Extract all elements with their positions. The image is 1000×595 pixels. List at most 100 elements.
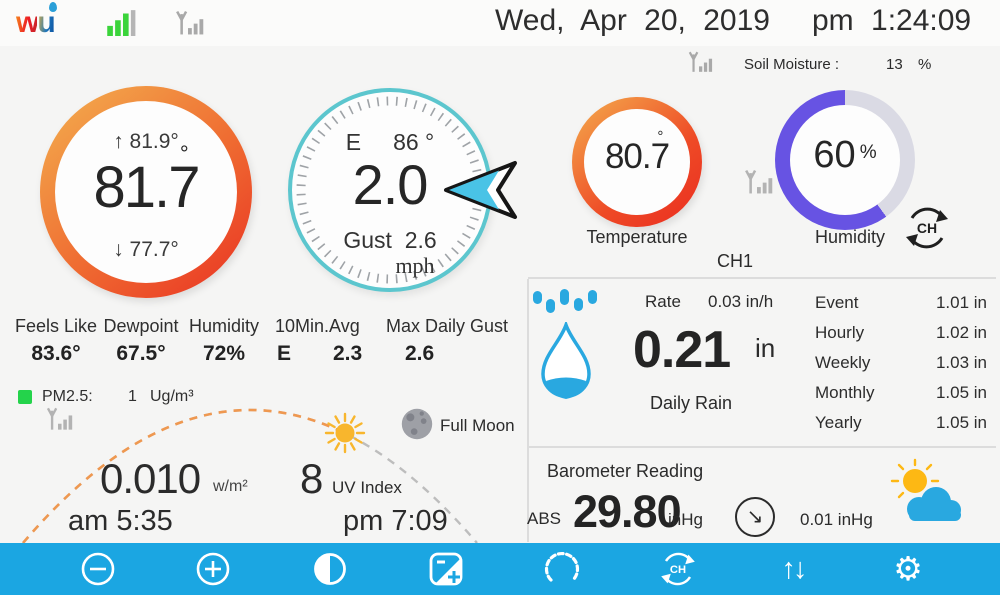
wind-unit: mph xyxy=(395,253,435,278)
max-gust-label: Max Daily Gust xyxy=(386,316,509,336)
dewpoint-label: Dewpoint xyxy=(103,316,179,336)
rain-total-row: Monthly 1.05 in xyxy=(815,383,987,402)
logo-droplet-icon xyxy=(49,2,57,12)
wind-speed: 2.0 xyxy=(352,153,429,216)
avg-wind-speed: 2.3 xyxy=(333,342,363,365)
wind-gust-row: Gust 2.6 xyxy=(343,227,437,253)
wind-degrees: 86 ° xyxy=(393,129,435,155)
updown-arrows-icon: ↑↓ xyxy=(781,553,808,585)
sunset-time: pm 7:09 xyxy=(343,505,448,537)
gauge-icon xyxy=(544,552,580,582)
plus-circle-icon xyxy=(196,552,230,586)
ch1-humidity-value: 60% xyxy=(813,134,877,176)
avg-wind-dir: E xyxy=(277,342,292,365)
barometer-change-value: 0.01 inHg xyxy=(800,510,873,529)
uv-index-label: UV Index xyxy=(332,478,402,497)
sun-path-arc xyxy=(22,408,478,544)
daily-rain-value: 0.21 xyxy=(633,321,731,379)
rain-rate-label: Rate xyxy=(645,292,681,311)
barometer-value: 29.80 xyxy=(573,486,682,537)
rain-top-divider xyxy=(528,277,996,279)
barometer-top-divider xyxy=(528,446,996,448)
ch1-humidity-label: Humidity xyxy=(814,227,885,247)
wind-direction-arrow-icon xyxy=(444,161,517,219)
rain-total-row: Weekly 1.03 in xyxy=(815,353,987,372)
soil-moisture-value: 13 xyxy=(886,56,903,73)
date-display: Wed, Apr 20, 2019 xyxy=(495,4,770,37)
brightness-button[interactable] xyxy=(426,549,466,589)
channel-switch-button[interactable]: CH xyxy=(658,549,698,589)
sunrise-time: am 5:35 xyxy=(68,505,173,537)
sun-icon xyxy=(324,412,366,454)
soil-antenna-icon xyxy=(688,51,713,72)
solar-radiation-value: 0.010 xyxy=(100,455,201,502)
soil-moisture-label: Soil Moisture : xyxy=(744,56,840,73)
avg-wind-label: 10Min.Avg xyxy=(275,316,360,336)
humidity-stat-value: 72% xyxy=(202,342,246,365)
settings-button[interactable]: ⚙ xyxy=(888,549,928,589)
humidity-stat-label: Humidity xyxy=(188,316,259,336)
pm25-label: PM2.5: xyxy=(42,388,93,405)
channel-cycle-toolbar-icon: CH xyxy=(661,552,695,586)
outdoor-temp-high: ↑ 81.9° xyxy=(113,130,179,153)
ch1-antenna-icon xyxy=(745,169,773,194)
outdoor-temp-low: ↓ 77.7° xyxy=(113,238,179,261)
channel-cycle-icon[interactable]: CH xyxy=(902,203,952,253)
outdoor-temp-gauge: ↑ 81.9° 81. ° 7 ↓ 77.7° xyxy=(40,86,252,298)
panel-vertical-divider xyxy=(527,279,529,542)
minus-circle-icon xyxy=(81,552,115,586)
contrast-button[interactable] xyxy=(310,549,350,589)
rain-total-row: Yearly 1.05 in xyxy=(815,413,987,432)
barometer-unit: inHg xyxy=(668,510,703,529)
brightness-icon xyxy=(429,552,463,586)
ch1-temp-value: 80. ° 7 xyxy=(604,128,670,176)
solar-radiation-unit: w/m² xyxy=(213,478,248,495)
pressure-trend-icon: ↘ xyxy=(735,497,775,537)
channel-indicator: CH1 xyxy=(716,251,753,271)
rain-total-row: Hourly 1.02 in xyxy=(815,323,987,342)
daily-rain-unit: in xyxy=(755,333,776,363)
sensor-antenna-icon xyxy=(176,10,204,35)
outdoor-temp-value: 81. ° 7 xyxy=(93,141,201,220)
top-bar: wu Wed, Apr 20, 2019 pm 1:24:09 xyxy=(0,0,1000,46)
pm25-unit: Ug/m³ xyxy=(150,388,194,405)
barometer-abs-label: ABS xyxy=(527,509,562,528)
rain-totals-list: Event 1.01 in Hourly 1.02 in Weekly 1.03 in… xyxy=(815,288,987,438)
pm25-value: 1 xyxy=(128,388,137,405)
humidity-ring: 60% xyxy=(775,90,915,230)
ch1-temp-gauge: 80. ° 7 xyxy=(572,97,702,227)
svg-text:CH: CH xyxy=(917,220,937,236)
wunderground-logo: wu xyxy=(16,2,57,40)
wind-gust-value: 2.6 xyxy=(404,227,437,253)
wind-direction: E xyxy=(345,129,362,155)
daily-rain-label: Daily Rain xyxy=(650,393,733,413)
contrast-icon xyxy=(314,553,346,585)
soil-moisture-unit: % xyxy=(918,56,932,73)
dewpoint-value: 67.5° xyxy=(116,342,166,365)
max-gust-value: 2.6 xyxy=(405,342,435,365)
pm25-status-square xyxy=(18,390,32,404)
feels-like-value: 83.6° xyxy=(31,342,81,365)
ch1-temp-label: Temperature xyxy=(586,227,688,247)
bottom-toolbar: CH ↑↓ ⚙ xyxy=(0,543,1000,595)
feels-like-label: Feels Like xyxy=(14,316,98,336)
gear-icon: ⚙ xyxy=(893,550,923,587)
sort-order-button[interactable]: ↑↓ xyxy=(773,549,813,589)
wind-direction-row: E 86 ° xyxy=(292,129,488,156)
time-display: pm 1:24:09 xyxy=(812,4,972,37)
water-drop-icon xyxy=(541,322,591,399)
svg-text:CH: CH xyxy=(670,564,686,576)
barometer-title: Barometer Reading xyxy=(547,461,704,481)
forecast-sun-cloud-icon xyxy=(890,458,961,521)
rain-total-row: Event 1.01 in xyxy=(815,293,987,312)
increase-button[interactable] xyxy=(193,549,233,589)
moon-icon xyxy=(401,408,433,440)
uv-index-value: 8 xyxy=(300,455,323,502)
raindrops-icon xyxy=(533,289,597,313)
rain-rate-value: 0.03 in/h xyxy=(708,292,774,311)
pm25-antenna-icon xyxy=(46,407,73,430)
gauge-mode-button[interactable] xyxy=(542,549,582,589)
wifi-signal-icon xyxy=(107,10,136,36)
decrease-button[interactable] xyxy=(78,549,118,589)
